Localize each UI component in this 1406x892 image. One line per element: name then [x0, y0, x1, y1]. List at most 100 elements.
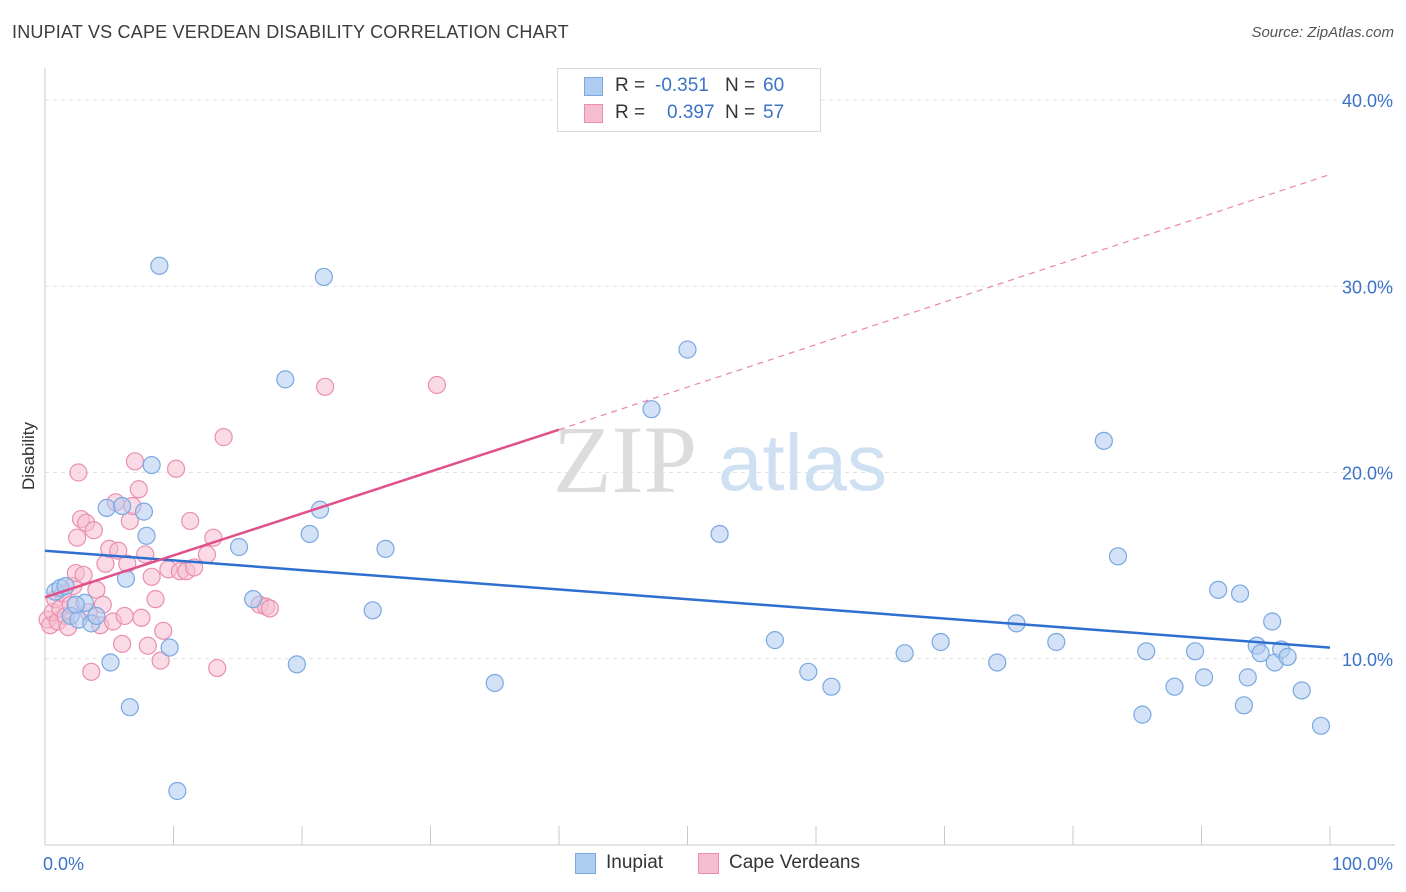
inupiat-point	[101, 653, 120, 672]
cape-verdeans-point	[151, 651, 170, 670]
x-tick-label: 100.0%	[1332, 854, 1393, 874]
y-tick-label: 10.0%	[1342, 650, 1393, 670]
cape-verdeans-point	[82, 662, 101, 681]
cape-verdeans-point	[146, 590, 165, 609]
legend-row-cape-verdeans: R = 0.397 N = 57	[584, 101, 784, 125]
watermark-atlas: atlas	[718, 418, 887, 507]
inupiat-point	[822, 677, 841, 696]
inupiat-point	[1133, 705, 1152, 724]
x-tick-label: 0.0%	[43, 854, 84, 874]
legend-n-label: N =	[725, 75, 756, 96]
legend-item-label: Inupiat	[606, 852, 664, 873]
inupiat-point	[485, 673, 504, 693]
cape-verdeans-point	[427, 375, 447, 395]
inupiat-point	[1194, 668, 1214, 687]
inupiat-point	[66, 595, 85, 614]
inupiat-point	[314, 267, 333, 287]
legend-n-value: 60	[763, 75, 785, 96]
inupiat-point	[134, 502, 154, 521]
y-tick-label: 40.0%	[1342, 91, 1393, 111]
cape-verdeans-trendline-extension	[558, 173, 1331, 431]
inupiat-point	[799, 662, 818, 681]
inupiat-point	[1278, 647, 1297, 666]
inupiat-point	[678, 340, 697, 359]
inupiat-point	[1234, 696, 1254, 715]
cape-verdeans-point	[142, 567, 161, 586]
watermark-zip: ZIP	[553, 406, 697, 513]
inupiat-point	[160, 638, 179, 657]
legend-row-inupiat: R = -0.351 N = 60	[584, 74, 784, 98]
legend-r-value: -0.351	[655, 75, 709, 96]
x-tick-labels: 0.0% 100.0%	[43, 854, 1393, 874]
source-label: Source: ZipAtlas.com	[1251, 24, 1394, 41]
inupiat-point	[112, 496, 132, 516]
cape-verdeans-point	[68, 528, 87, 547]
inupiat-point	[1230, 584, 1250, 603]
inupiat-point	[1311, 716, 1331, 735]
legend-item-inupiat: Inupiat	[575, 852, 663, 874]
cape-verdeans-point	[125, 452, 145, 471]
inupiat-point	[1165, 677, 1184, 696]
legend-item-label: Cape Verdeans	[729, 852, 860, 873]
y-tick-labels: 10.0% 20.0% 30.0% 40.0%	[1342, 91, 1393, 670]
legend-r-label: R =	[615, 75, 646, 96]
y-tick-label: 20.0%	[1342, 464, 1393, 484]
cape-verdeans-point	[132, 608, 151, 627]
cape-verdeans-swatch	[584, 103, 603, 123]
inupiat-point	[642, 400, 661, 419]
cape-verdeans-point	[112, 634, 132, 653]
cape-verdeans-point	[129, 480, 148, 499]
inupiat-point	[1137, 642, 1156, 661]
series-legend: Inupiat Cape Verdeans	[0, 852, 1406, 876]
cape-verdeans-point	[69, 463, 88, 482]
inupiat-point	[97, 498, 116, 517]
inupiat-point	[1094, 431, 1113, 450]
inupiat-point	[1209, 580, 1228, 599]
inupiat-swatch	[575, 852, 596, 874]
legend-n-value: 57	[763, 102, 785, 123]
y-axis-label: Disability	[19, 421, 38, 490]
cape-verdeans-point	[260, 599, 279, 618]
inupiat-point	[1047, 632, 1066, 652]
inupiat-point	[895, 644, 914, 663]
inupiat-point	[244, 590, 263, 609]
legend-r-label: R =	[615, 102, 646, 123]
inupiat-point	[276, 370, 295, 389]
inupiat-point	[931, 632, 950, 652]
inupiat-point	[1238, 668, 1257, 687]
watermark: ZIP atlas	[553, 406, 887, 513]
cape-verdeans-points	[38, 375, 447, 681]
inupiat-point	[300, 524, 319, 544]
cape-verdeans-point	[136, 545, 155, 564]
cape-verdeans-point	[316, 377, 335, 396]
inupiat-point	[150, 256, 169, 275]
cape-verdeans-point	[214, 428, 233, 447]
inupiat-point	[137, 526, 156, 545]
grid-lines	[45, 99, 1395, 660]
cape-verdeans-point	[138, 636, 157, 655]
inupiat-point	[120, 698, 139, 717]
inupiat-point	[168, 781, 187, 801]
cape-verdeans-point	[74, 565, 93, 585]
cape-verdeans-trendline	[44, 428, 560, 599]
inupiat-point	[142, 455, 161, 475]
legend-item-cape-verdeans: Cape Verdeans	[698, 852, 860, 874]
inupiat-point	[363, 601, 382, 620]
legend-n-label: N =	[725, 102, 756, 123]
stats-legend: R = -0.351 N = 60 R = 0.397 N = 57	[557, 68, 821, 132]
inupiat-point	[765, 631, 784, 650]
inupiat-point	[1251, 644, 1270, 663]
axes	[44, 68, 1395, 846]
inupiat-point	[1292, 681, 1311, 700]
inupiat-point	[287, 655, 306, 674]
chart-title: INUPIAT VS CAPE VERDEAN DISABILITY CORRE…	[12, 22, 569, 42]
cape-verdeans-point	[115, 606, 134, 626]
cape-verdeans-point	[84, 521, 103, 540]
legend-r-value: 0.397	[667, 102, 715, 123]
cape-verdeans-point	[208, 658, 227, 678]
inupiat-point	[1263, 612, 1282, 631]
cape-verdeans-point	[166, 459, 186, 478]
inupiat-trendline	[44, 549, 1331, 649]
cape-verdeans-point	[181, 511, 200, 531]
